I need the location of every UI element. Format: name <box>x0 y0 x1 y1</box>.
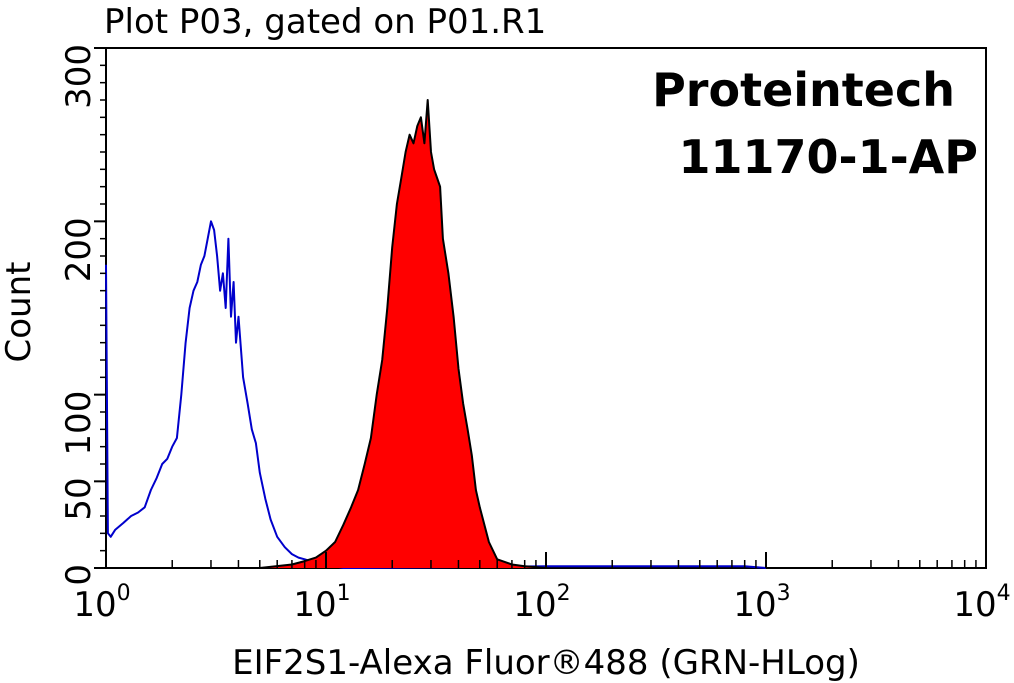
y-tick-label: 200 <box>59 217 99 282</box>
brand-annotation: Proteintech <box>652 63 955 117</box>
catalog-annotation: 11170-1-AP <box>678 130 978 184</box>
y-tick-label: 300 <box>59 44 99 109</box>
tick-layer: 100 101 102 103 104 0 50 100 200 300 <box>59 44 1011 625</box>
x-axis-label: EIF2S1-Alexa Fluor®488 (GRN-HLog) <box>232 643 860 683</box>
y-tick-label: 0 <box>59 564 99 586</box>
x-tick-label: 103 <box>733 581 790 625</box>
x-tick-label: 100 <box>73 581 130 625</box>
x-tick-label: 102 <box>513 581 570 625</box>
y-tick-label: 50 <box>59 477 99 520</box>
chart-title: Plot P03, gated on P01.R1 <box>104 2 546 42</box>
x-tick-label: 104 <box>953 581 1010 625</box>
series-fill-1 <box>106 100 546 568</box>
plot-frame <box>105 47 987 569</box>
series-layer <box>105 99 767 569</box>
y-axis-label: Count <box>0 262 39 363</box>
x-tick-label: 101 <box>293 581 350 625</box>
y-tick-label: 100 <box>59 391 99 456</box>
series-line-1 <box>106 99 547 569</box>
